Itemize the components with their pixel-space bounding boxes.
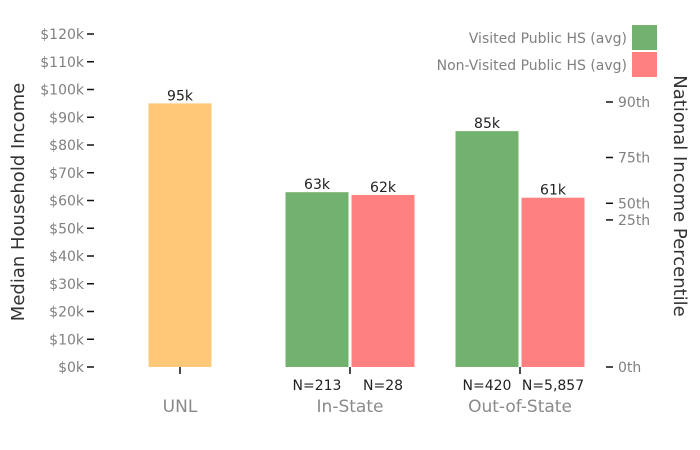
y-tick-label: $110k <box>40 55 85 71</box>
category-label: UNL <box>163 397 198 417</box>
legend-swatch-nonvisited <box>632 52 657 77</box>
y2-tick-label: 75th <box>618 150 650 166</box>
y-tick-label: $80k <box>49 138 85 154</box>
y-tick-label: $90k <box>49 110 85 126</box>
y-tick-label: $120k <box>40 27 85 43</box>
sample-size-label: N=28 <box>363 378 403 394</box>
sample-size-label: N=5,857 <box>522 378 584 394</box>
bar-value-label: 63k <box>304 177 331 193</box>
y2-tick-label: 50th <box>618 196 650 212</box>
legend-swatch-visited <box>632 25 657 50</box>
bar-unl-0 <box>148 103 212 367</box>
y-tick-label: $60k <box>49 194 85 210</box>
bar-value-label: 85k <box>474 116 501 132</box>
category-label: Out-of-State <box>468 397 572 417</box>
bar-visited-2 <box>455 131 519 367</box>
y-tick-label: $20k <box>49 305 85 321</box>
y2-axis-title: National Income Percentile <box>669 75 690 317</box>
category-label: In-State <box>317 397 384 417</box>
bar-value-label: 62k <box>370 180 397 196</box>
y-tick-label: $40k <box>49 249 85 265</box>
y-tick-label: $50k <box>49 221 85 237</box>
legend-label-nonvisited: Non-Visited Public HS (avg) <box>437 58 627 74</box>
sample-size-label: N=213 <box>293 378 342 394</box>
legend-label-visited: Visited Public HS (avg) <box>469 31 627 47</box>
y-tick-label: $30k <box>49 277 85 293</box>
y-axis-title: Median Household Income <box>8 83 29 321</box>
y2-tick-label: 90th <box>618 95 650 111</box>
y2-tick-label: 25th <box>618 213 650 229</box>
bar-nonvisited-1 <box>351 194 415 367</box>
y-tick-label: $70k <box>49 166 85 182</box>
y-tick-label: $0k <box>58 360 85 376</box>
sample-size-label: N=420 <box>463 378 512 394</box>
bar-value-label: 61k <box>540 183 567 199</box>
bar-value-label: 95k <box>167 88 194 104</box>
y-tick-label: $100k <box>40 83 85 99</box>
bar-nonvisited-2 <box>521 197 585 367</box>
y2-tick-label: 0th <box>618 360 641 376</box>
y-tick-label: $10k <box>49 332 85 348</box>
bar-visited-1 <box>285 192 349 367</box>
